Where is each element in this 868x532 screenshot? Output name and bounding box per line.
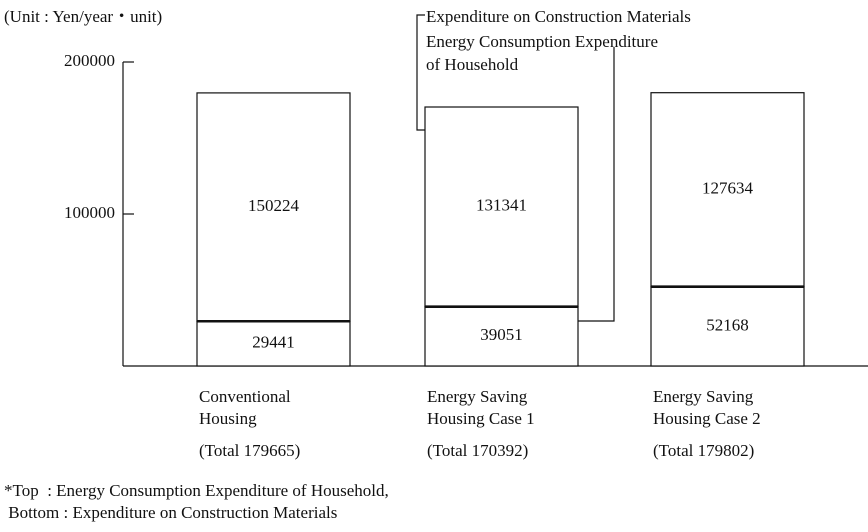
bar-segment (424, 106, 579, 308)
value-label: 39051 (480, 325, 523, 344)
legend-label: Expenditure on Construction Materials (426, 7, 691, 26)
total-label: (Total 179802) (653, 441, 754, 460)
value-label: 52168 (706, 315, 749, 334)
value-label: 150224 (248, 196, 300, 215)
total-label: (Total 179665) (199, 441, 300, 460)
x-tick-label: Energy Saving (653, 387, 754, 406)
footnote: Bottom : Expenditure on Construction Mat… (4, 503, 337, 522)
footnote: *Top : Energy Consumption Expenditure of… (4, 481, 389, 500)
x-tick-label: Housing Case 1 (427, 409, 535, 428)
y-tick-label: 200000 (64, 51, 115, 70)
bar-segment (650, 92, 805, 288)
unit-label: (Unit : Yen/year・unit) (4, 7, 162, 26)
bar-segment (196, 320, 351, 367)
value-label: 127634 (702, 179, 754, 198)
y-tick-label: 100000 (64, 203, 115, 222)
x-tick-label: Housing Case 2 (653, 409, 761, 428)
legend-label: of Household (426, 55, 519, 74)
bar-segment (650, 286, 805, 367)
x-tick-label: Housing (199, 409, 257, 428)
x-tick-label: Energy Saving (427, 387, 528, 406)
total-label: (Total 170392) (427, 441, 528, 460)
value-label: 29441 (252, 333, 295, 352)
legend-label: Energy Consumption Expenditure (426, 32, 658, 51)
callout-line (416, 14, 425, 131)
value-label: 131341 (476, 196, 527, 215)
x-tick-label: Conventional (199, 387, 291, 406)
callout-line (577, 47, 615, 322)
